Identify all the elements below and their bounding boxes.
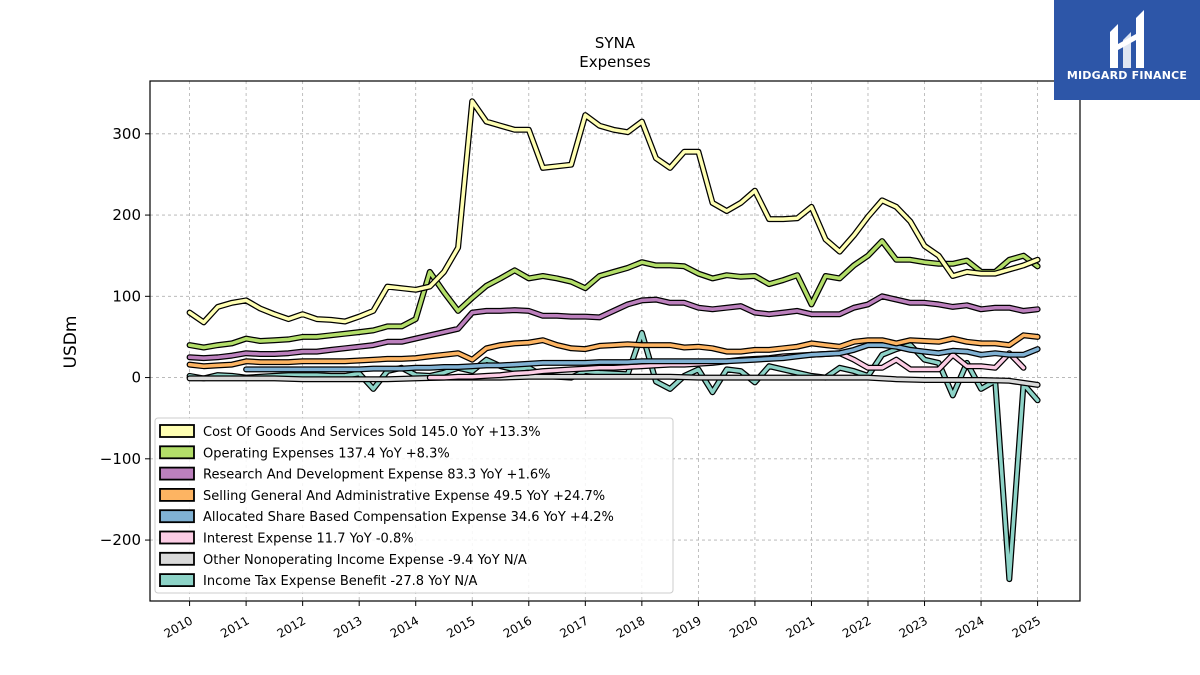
legend-box — [154, 417, 674, 594]
series-line — [244, 343, 1040, 372]
x-tick-label: 2011 — [218, 613, 251, 640]
chart-subtitle: Expenses — [579, 53, 651, 71]
legend-label: Research And Development Expense 83.3 Yo… — [203, 468, 550, 483]
y-tick-label: −100 — [100, 450, 141, 468]
legend-swatch — [159, 487, 195, 502]
x-tick-label: 2025 — [1010, 613, 1043, 640]
legend-label: Selling General And Administrative Expen… — [203, 489, 605, 504]
series-outline — [186, 238, 1041, 351]
legend-label: Operating Expenses 137.4 YoY +8.3% — [203, 446, 450, 461]
legend-label: Allocated Share Based Compensation Expen… — [203, 510, 614, 525]
x-axis-ticks: 2010 2011 2012 2013 2014 2015 2016 2017 2018 2019… — [162, 601, 1043, 641]
x-tick-label: 2020 — [727, 613, 760, 640]
x-tick-label: 2016 — [501, 613, 534, 640]
x-tick-label: 2022 — [840, 613, 873, 640]
y-axis-ticks: −200 −100 0 100 200 300 — [100, 125, 150, 549]
y-tick-label: 300 — [112, 125, 141, 143]
series-outline — [186, 98, 1041, 326]
y-tick-label: 100 — [112, 287, 141, 305]
y-axis-label: USDm — [61, 316, 81, 369]
legend-swatch — [159, 509, 195, 524]
legend-swatch — [159, 551, 195, 566]
legend-label: Interest Expense 11.7 YoY -0.8% — [203, 532, 414, 547]
legend-label: Income Tax Expense Benefit -27.8 YoY N/A — [203, 574, 478, 589]
legend-swatch — [159, 445, 195, 460]
series-line — [187, 99, 1040, 325]
midgard-finance-logo: MIDGARD FINANCE — [1054, 0, 1200, 100]
chart-title: SYNA — [595, 34, 636, 52]
series-line — [187, 239, 1040, 350]
x-tick-label: 2015 — [444, 613, 477, 640]
x-tick-label: 2021 — [784, 613, 817, 640]
x-tick-label: 2023 — [897, 613, 930, 640]
x-tick-label: 2010 — [162, 613, 195, 640]
legend-swatch — [159, 573, 195, 587]
x-tick-label: 2019 — [670, 613, 703, 640]
series-lines — [186, 98, 1041, 583]
x-tick-label: 2018 — [614, 613, 647, 640]
y-tick-label: 200 — [112, 206, 141, 224]
series-line — [187, 375, 1040, 387]
legend-swatch — [159, 424, 195, 438]
series-line — [187, 294, 1040, 360]
brand-name: MIDGARD FINANCE — [1066, 69, 1188, 82]
y-tick-label: 0 — [131, 369, 141, 387]
series-line — [187, 333, 1040, 368]
x-tick-label: 2014 — [388, 613, 421, 640]
x-tick-label: 2013 — [331, 613, 364, 640]
plot-frame — [149, 80, 1081, 602]
legend-swatch — [159, 466, 195, 481]
x-tick-label: 2024 — [953, 613, 986, 640]
logo-mark-icon — [1110, 10, 1144, 68]
x-tick-label: 2017 — [557, 613, 590, 640]
legend-swatch — [159, 530, 195, 545]
legend-label: Other Nonoperating Income Expense -9.4 Y… — [203, 553, 527, 568]
x-tick-label: 2012 — [275, 613, 308, 640]
y-tick-label: −200 — [100, 531, 141, 549]
legend: Cost Of Goods And Services Sold 145.0 Yo… — [154, 417, 674, 594]
legend-label: Cost Of Goods And Services Sold 145.0 Yo… — [203, 425, 541, 440]
